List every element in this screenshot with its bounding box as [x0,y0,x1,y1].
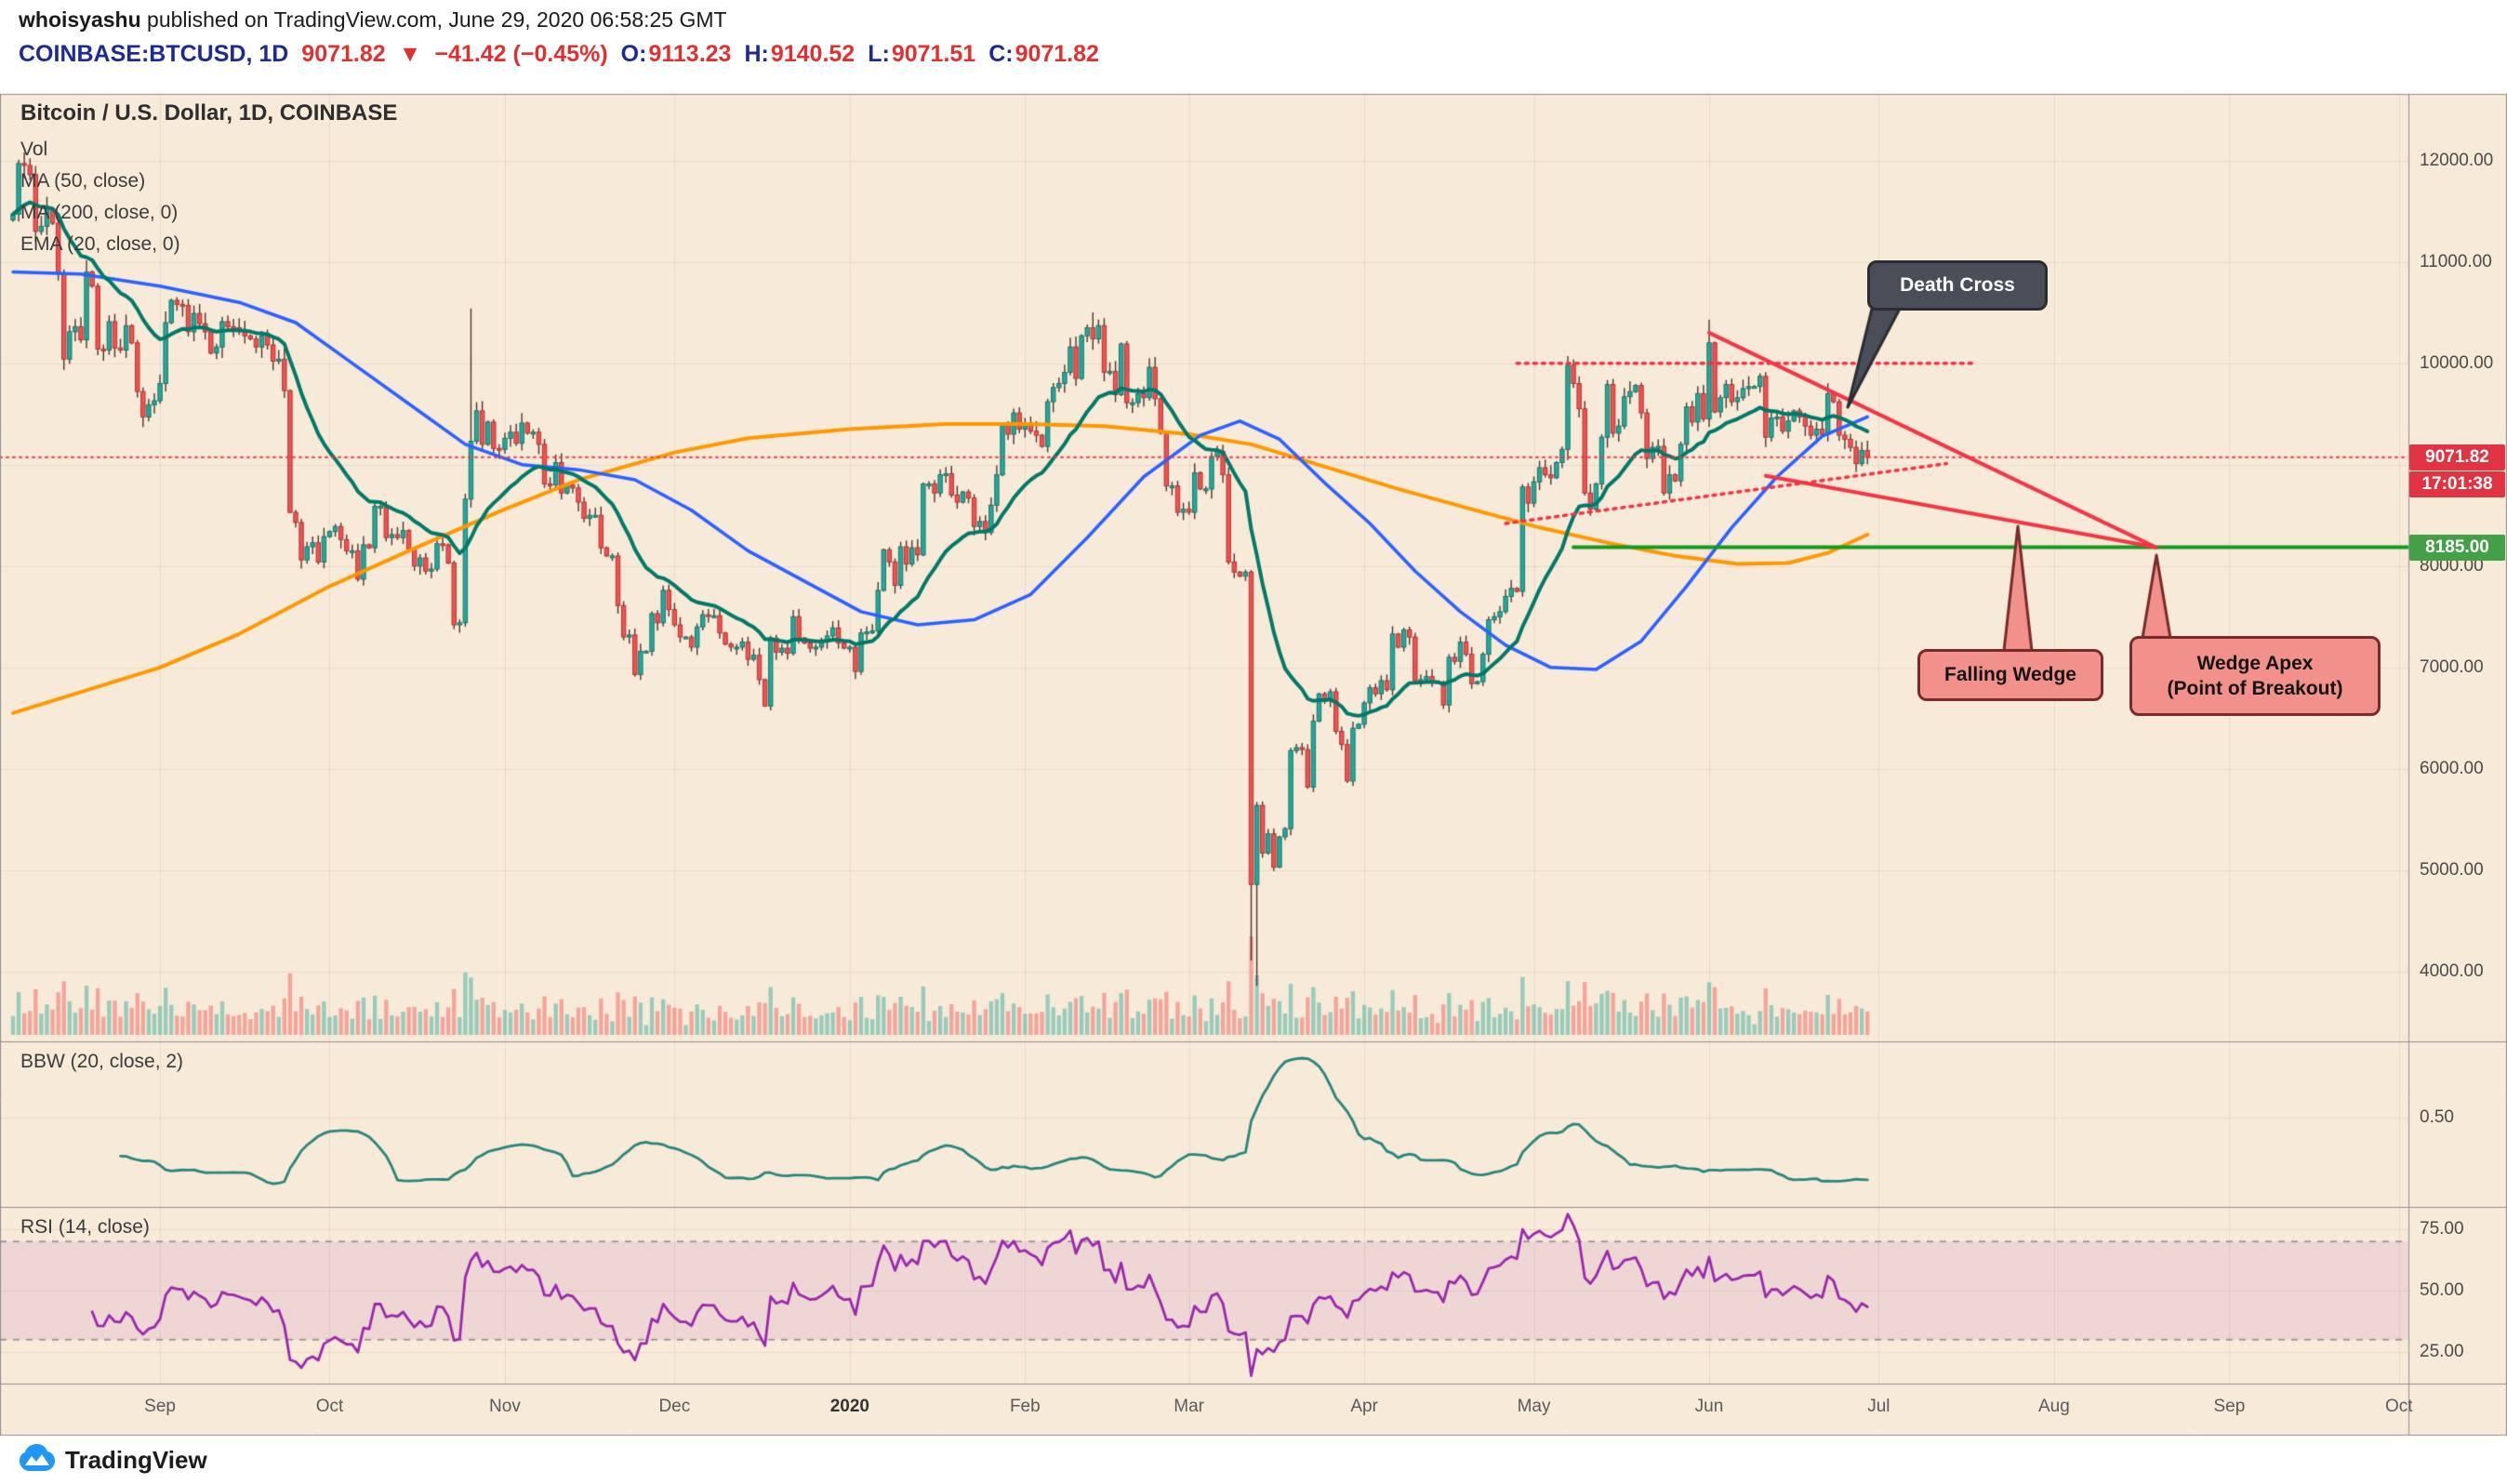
open-label: O: [620,41,647,67]
legend-ma50[interactable]: MA (50, close) [20,170,146,192]
chart-title[interactable]: Bitcoin / U.S. Dollar, 1D, COINBASE [20,100,398,126]
low-label: L: [868,41,890,67]
last-price-tag: 9071.82 [2409,444,2505,470]
time-tick-Oct: Oct [315,1397,344,1416]
price-tick-6000.00: 6000.00 [2420,758,2484,778]
time-tick-Mar: Mar [1174,1397,1204,1416]
legend-ema20[interactable]: EMA (20, close, 0) [20,233,180,255]
wedge-apex-callout-text: Wedge Apex [2196,652,2314,674]
legend-ma200[interactable]: MA (200, close, 0) [20,202,179,223]
legend-volume[interactable]: Vol [20,139,48,160]
high-value: H: 9140.52 [744,41,855,68]
time-tick-Nov: Nov [489,1397,521,1416]
last-price: 9071.82 [301,41,386,67]
open-value: O: 9113.23 [621,41,732,68]
wedge-apex-callout-text: (Point of Breakout) [2167,678,2343,699]
time-tick-Oct: Oct [2384,1397,2413,1416]
price-tick-10000.00: 10000.00 [2420,352,2494,373]
down-triangle-icon: ▼ [398,41,422,67]
support-price-tag: 8185.00 [2409,534,2505,561]
death-cross-callout-text: Death Cross [1900,274,2015,297]
tradingview-logo-icon[interactable] [19,1442,56,1478]
time-tick-Jul: Jul [1867,1397,1890,1416]
price-change: −41.42 (−0.45%) [434,41,608,67]
price-tick-8000.00: 8000.00 [2420,555,2484,576]
rsi-tick-75.00: 75.00 [2420,1219,2464,1239]
bbw-tick-0.50: 0.50 [2420,1107,2454,1127]
high-label: H: [744,41,769,67]
legend-bbw[interactable]: BBW (20, close, 2) [20,1051,184,1072]
time-tick-Apr: Apr [1350,1397,1378,1416]
price-tick-5000.00: 5000.00 [2420,859,2484,880]
close-label: C: [988,41,1014,67]
symbol-header: COINBASE:BTCUSD, 1D 9071.82 ▼ −41.42 (−0… [19,41,1099,68]
low-number: 9071.51 [891,41,976,67]
high-number: 9140.52 [770,41,856,67]
bar-countdown-tag: 17:01:38 [2409,470,2505,497]
falling-wedge-callout[interactable]: Falling Wedge [1917,649,2103,701]
price-tick-7000.00: 7000.00 [2420,656,2484,677]
footer: TradingView [0,1437,2507,1484]
rsi-tick-25.00: 25.00 [2420,1342,2464,1361]
time-tick-Sep: Sep [144,1397,176,1416]
time-tick-May: May [1517,1397,1551,1416]
wedge-apex-callout[interactable]: Wedge Apex (Point of Breakout) [2129,636,2381,716]
time-tick-2020: 2020 [829,1397,869,1416]
death-cross-callout[interactable]: Death Cross [1867,260,2048,311]
time-tick-Feb: Feb [1009,1397,1041,1416]
publish-info: published on TradingView.com, June 29, 2… [140,7,727,32]
rsi-tick-50.00: 50.00 [2420,1280,2464,1300]
price-tick-12000.00: 12000.00 [2420,150,2494,170]
price-tick-11000.00: 11000.00 [2420,251,2492,272]
legend-rsi[interactable]: RSI (14, close) [20,1216,150,1238]
close-number: 9071.82 [1015,41,1099,67]
falling-wedge-callout-text: Falling Wedge [1944,664,2076,686]
symbol-name: COINBASE:BTCUSD, 1D [19,41,289,67]
main-pane-legend: Bitcoin / U.S. Dollar, 1D, COINBASE Vol … [20,100,397,260]
time-tick-Jun: Jun [1694,1397,1724,1416]
tradingview-wordmark[interactable]: TradingView [65,1446,207,1474]
time-tick-Aug: Aug [2037,1397,2070,1416]
time-tick-Sep: Sep [2213,1397,2246,1416]
publisher-name: whoisyashu [19,7,141,32]
publish-header: whoisyashu published on TradingView.com,… [19,7,727,33]
open-number: 9113.23 [648,41,732,67]
close-value: C: 9071.82 [988,41,1099,68]
price-tick-4000.00: 4000.00 [2420,961,2484,981]
time-tick-Dec: Dec [658,1397,691,1416]
low-value: L: 9071.51 [868,41,975,68]
